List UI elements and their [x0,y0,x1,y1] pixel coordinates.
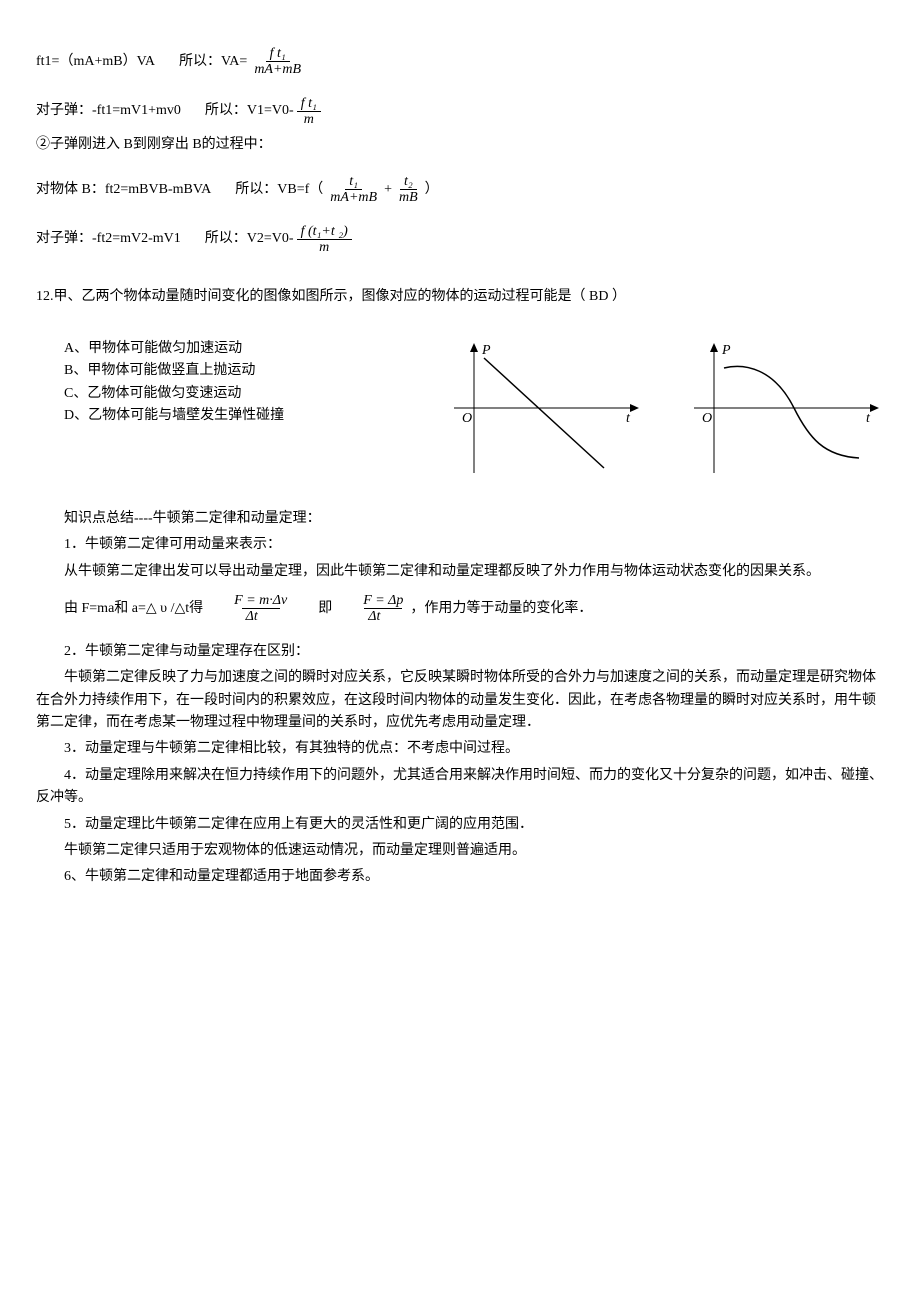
eq2-fraction: f t₁ m [297,96,321,128]
summary-section: 知识点总结----牛顿第二定律和动量定理： 1．牛顿第二定律可用动量来表示： 从… [36,508,884,889]
q12-option-c: C、乙物体可能做匀变速运动 [36,383,424,405]
equation-2: 对子弹：-ft1=mV1+mv0 所以：V1=V0- f t₁ m [36,96,884,128]
summary-p6: 6、牛顿第二定律和动量定理都适用于地面参考系。 [36,866,884,888]
chart-yi: Pt O [684,338,884,478]
q12-option-a: A、甲物体可能做匀加速运动 [36,338,424,360]
derivation-line: 由 F=ma和 a=△ υ /△t得 F = m·Δv Δt 即 F = Δp … [36,593,884,625]
summary-p1-body: 从牛顿第二定律出发可以导出动量定理，因此牛顿第二定律和动量定理都反映了外力作用与… [36,561,884,583]
q12-option-d: D、乙物体可能与墙壁发生弹性碰撞 [36,405,424,427]
eq3-fraction-2: t₂ mB [395,174,422,206]
summary-p5a: 5．动量定理比牛顿第二定律在应用上有更大的灵活性和更广阔的应用范围． [36,814,884,836]
summary-p3: 3．动量定理与牛顿第二定律相比较，有其独特的优点：不考虑中间过程。 [36,738,884,760]
q12-option-b: B、甲物体可能做竖直上抛运动 [36,360,424,382]
summary-p1-title: 1．牛顿第二定律可用动量来表示： [36,534,884,556]
svg-text:t: t [626,411,631,426]
eq1-mid: 所以：VA= [179,51,247,73]
equation-3: 对物体 B：ft2=mBVB-mBVA 所以：VB=f（ t₁ mA+mB + … [36,174,884,206]
q12-stem: 12.甲、乙两个物体动量随时间变化的图像如图所示，图像对应的物体的运动过程可能是… [36,286,884,308]
eq4-mid: 所以：V2=V0- [205,228,294,250]
svg-text:O: O [702,411,712,426]
eq3-prefix: 对物体 B：ft2=mBVB-mBVA [36,179,211,201]
eq4-prefix: 对子弹：-ft2=mV2-mV1 [36,228,181,250]
eq1-lhs: ft1=（mA+mB）VA [36,51,155,73]
svg-text:O: O [462,411,472,426]
summary-p4: 4．动量定理除用来解决在恒力持续作用下的问题外，尤其适合用来解决作用时间短、而力… [36,765,884,810]
question-12: 12.甲、乙两个物体动量随时间变化的图像如图所示，图像对应的物体的运动过程可能是… [36,286,884,478]
equation-4: 对子弹：-ft2=mV2-mV1 所以：V2=V0- f (t₁+t ₂) m [36,224,884,256]
summary-title: 知识点总结----牛顿第二定律和动量定理： [36,508,884,530]
eq4-fraction: f (t₁+t ₂) m [297,224,352,256]
summary-p5b: 牛顿第二定律只适用于宏观物体的低速运动情况，而动量定理则普遍适用。 [36,840,884,862]
svg-text:t: t [866,411,871,426]
eq3-mid: 所以：VB=f（ [235,179,323,201]
equation-1: ft1=（mA+mB）VA 所以：VA= f t₁ mA+mB [36,46,884,78]
chart-jia: Pt O [444,338,644,478]
svg-text:P: P [481,343,491,358]
step2-title: ②子弹刚进入 B到刚穿出 B的过程中： [36,134,884,156]
eq1-fraction: f t₁ mA+mB [250,46,305,78]
summary-p2-title: 2．牛顿第二定律与动量定理存在区别： [36,641,884,663]
deriv-fraction-1: F = m·Δv Δt [230,593,291,625]
eq2-mid: 所以：V1=V0- [205,100,294,122]
summary-p2-body: 牛顿第二定律反映了力与加速度之间的瞬时对应关系，它反映某瞬时物体所受的合外力与加… [36,667,884,734]
deriv-fraction-2: F = Δp Δt [359,593,407,625]
eq3-fraction-1: t₁ mA+mB [326,174,381,206]
eq2-prefix: 对子弹：-ft1=mV1+mv0 [36,100,181,122]
svg-text:P: P [721,343,731,358]
